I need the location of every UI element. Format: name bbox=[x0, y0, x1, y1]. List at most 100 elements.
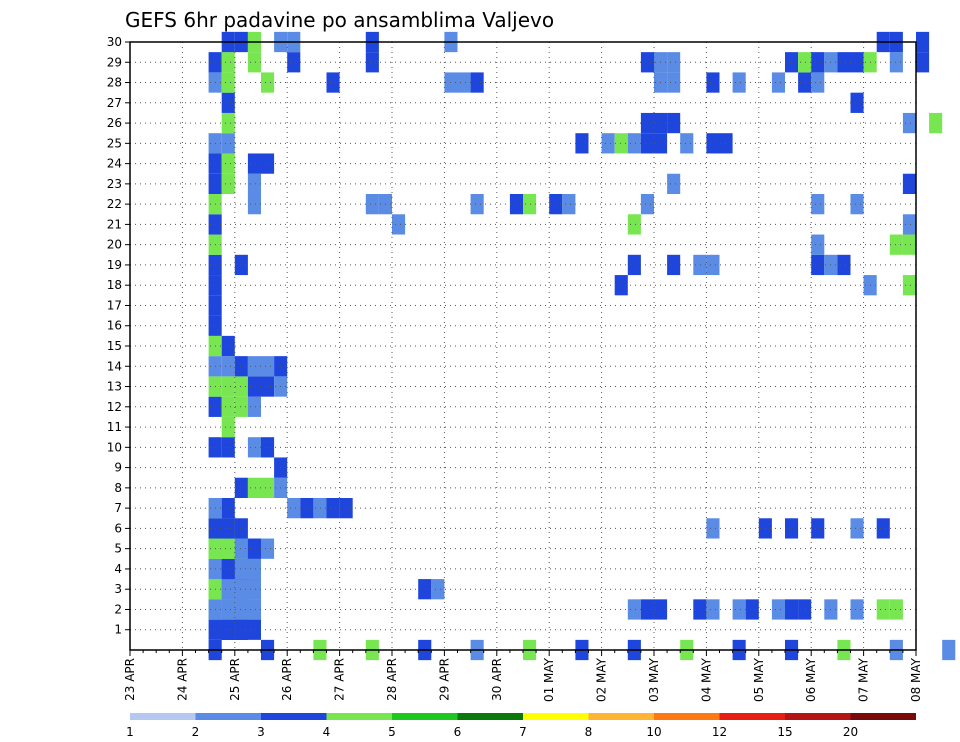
y-tick-label: 21 bbox=[107, 217, 122, 231]
precip-cell bbox=[247, 396, 261, 417]
precip-cell bbox=[247, 153, 261, 174]
legend-label: 6 bbox=[454, 725, 462, 739]
precip-cell bbox=[326, 498, 340, 519]
precip-cell bbox=[627, 214, 641, 235]
precip-cell bbox=[811, 234, 825, 255]
legend-swatch bbox=[719, 713, 785, 720]
precip-cell bbox=[706, 133, 720, 154]
legend-label: 12 bbox=[712, 725, 727, 739]
precip-cell bbox=[850, 92, 864, 113]
precip-cell bbox=[614, 133, 628, 154]
precip-cell bbox=[523, 194, 537, 215]
y-tick-label: 13 bbox=[107, 380, 122, 394]
legend-label: 1 bbox=[126, 725, 134, 739]
legend-swatch bbox=[261, 713, 327, 720]
precip-cell bbox=[221, 52, 235, 73]
x-tick-label: 28 APR bbox=[385, 658, 399, 701]
precip-cell bbox=[942, 639, 956, 661]
precip-cell bbox=[902, 275, 916, 296]
precip-cell bbox=[261, 153, 275, 174]
y-tick-label: 24 bbox=[107, 157, 122, 171]
precip-cell bbox=[640, 52, 654, 73]
precip-cell bbox=[850, 194, 864, 215]
precip-cell bbox=[902, 214, 916, 235]
x-tick-label: 26 APR bbox=[280, 658, 294, 701]
x-tick-label: 27 APR bbox=[333, 658, 347, 701]
precip-cell bbox=[575, 133, 589, 154]
precip-cell bbox=[261, 376, 275, 397]
precip-cell bbox=[234, 579, 261, 600]
precip-cell bbox=[902, 173, 916, 194]
precip-cell bbox=[326, 72, 340, 93]
precip-cell bbox=[221, 396, 235, 417]
y-tick-label: 20 bbox=[107, 238, 122, 252]
precip-cell bbox=[837, 52, 851, 73]
precip-cell bbox=[300, 498, 314, 519]
precip-cell bbox=[811, 72, 825, 93]
precip-cell bbox=[627, 133, 641, 154]
precip-cell bbox=[234, 477, 248, 498]
precip-cell bbox=[221, 92, 235, 113]
legend-swatch bbox=[392, 713, 458, 720]
precip-cell bbox=[457, 72, 471, 93]
precip-cell bbox=[850, 518, 864, 539]
legend-swatch bbox=[654, 713, 720, 720]
precip-cell bbox=[916, 31, 930, 53]
precip-cell bbox=[811, 518, 825, 539]
y-tick-label: 4 bbox=[114, 562, 122, 576]
precip-cell bbox=[247, 173, 261, 194]
precip-cell bbox=[889, 599, 903, 620]
precip-cell bbox=[221, 518, 235, 539]
legend-swatch bbox=[326, 713, 392, 720]
y-tick-label: 17 bbox=[107, 298, 122, 312]
precip-cell bbox=[889, 52, 903, 73]
precip-cell bbox=[798, 599, 812, 620]
x-tick-label: 25 APR bbox=[228, 658, 242, 701]
precip-cell bbox=[837, 254, 851, 276]
precip-cell bbox=[234, 518, 248, 539]
y-tick-label: 26 bbox=[107, 116, 122, 130]
precip-cell bbox=[221, 133, 235, 154]
x-tick-label: 30 APR bbox=[490, 658, 504, 701]
precip-cell bbox=[902, 234, 916, 255]
precip-cell bbox=[811, 254, 825, 276]
x-tick-label: 02 MAY bbox=[595, 657, 609, 702]
legend-swatch bbox=[850, 713, 916, 720]
legend-swatch bbox=[130, 713, 196, 720]
precip-cell bbox=[221, 498, 235, 519]
precip-cell bbox=[706, 72, 720, 93]
legend-label: 7 bbox=[519, 725, 527, 739]
precip-cell bbox=[562, 194, 576, 215]
precip-cell bbox=[365, 194, 379, 215]
x-tick-label: 04 MAY bbox=[699, 657, 713, 702]
precip-cell bbox=[693, 254, 707, 276]
legend-label: 4 bbox=[323, 725, 331, 739]
legend-label: 3 bbox=[257, 725, 265, 739]
precip-cell bbox=[287, 52, 301, 73]
precip-cell bbox=[627, 254, 641, 276]
x-tick-label: 07 MAY bbox=[857, 657, 871, 702]
y-tick-label: 23 bbox=[107, 177, 122, 191]
precip-cell bbox=[680, 133, 694, 154]
precip-cell bbox=[234, 356, 248, 377]
precip-cell bbox=[365, 52, 379, 73]
precip-cell bbox=[261, 477, 275, 498]
precip-cell bbox=[640, 599, 654, 620]
precip-cell bbox=[221, 112, 235, 134]
precip-cell bbox=[785, 518, 799, 539]
precip-cell bbox=[418, 579, 432, 600]
legend-label: 20 bbox=[843, 725, 858, 739]
precip-cell bbox=[470, 194, 484, 215]
precip-cell bbox=[261, 356, 275, 377]
precip-cell bbox=[221, 173, 235, 194]
precip-cell bbox=[929, 112, 943, 134]
precip-cell bbox=[221, 437, 235, 458]
precip-cell bbox=[811, 52, 825, 73]
precip-cell bbox=[287, 498, 301, 519]
precip-cell bbox=[667, 173, 681, 194]
precip-cell bbox=[221, 599, 261, 620]
precip-cell bbox=[339, 498, 353, 519]
y-tick-label: 18 bbox=[107, 278, 122, 292]
precip-cell bbox=[221, 376, 235, 397]
